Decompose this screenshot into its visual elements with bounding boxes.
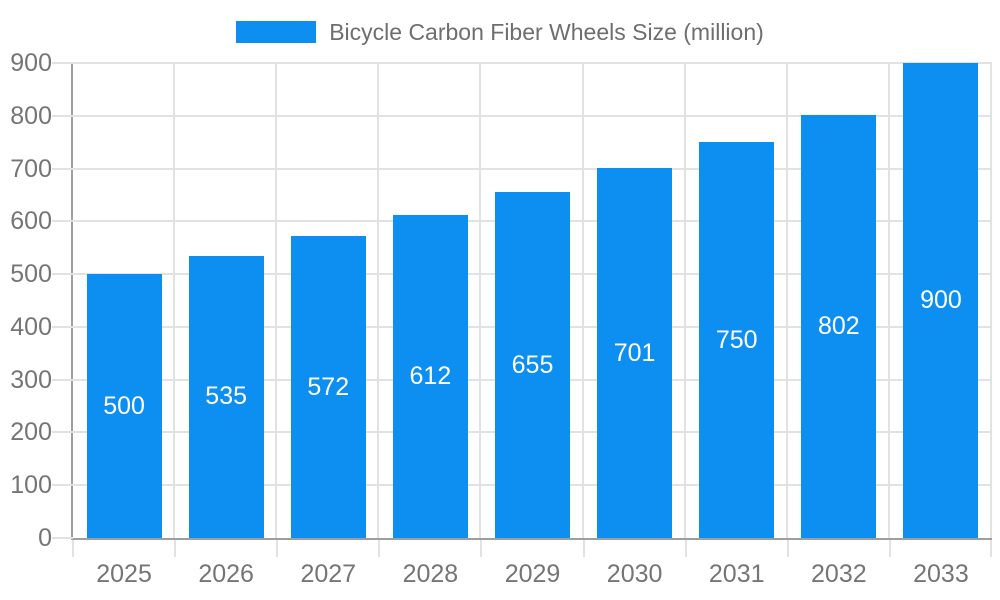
x-gridline <box>785 63 788 538</box>
y-gridline <box>73 62 992 64</box>
y-tick-label: 300 <box>10 365 52 394</box>
legend-color-swatch-icon <box>236 21 317 43</box>
y-tick-mark <box>52 167 73 170</box>
x-gridline <box>275 63 278 538</box>
x-gridline <box>887 63 890 538</box>
bar-2033[interactable]: 900 <box>903 63 979 538</box>
y-tick-mark <box>52 537 73 539</box>
bar-2030[interactable]: 701 <box>597 168 673 538</box>
y-gridline <box>73 114 992 117</box>
x-tick-mark <box>684 540 687 557</box>
x-tick-mark <box>480 540 483 557</box>
y-tick-mark <box>52 273 73 276</box>
y-gridline <box>73 167 992 170</box>
bar-value-label: 612 <box>409 362 452 390</box>
y-tick-label: 100 <box>10 471 52 500</box>
x-tick-mark <box>582 540 585 557</box>
bar-value-label: 750 <box>715 325 758 354</box>
y-tick-label: 900 <box>10 49 52 77</box>
x-tick-label: 2028 <box>402 560 459 588</box>
x-tick-mark <box>174 540 177 557</box>
bar-2031[interactable]: 750 <box>699 142 775 538</box>
x-tick-label: 2033 <box>913 560 969 588</box>
x-tick-mark <box>72 540 74 557</box>
bar-2028[interactable]: 612 <box>392 215 468 538</box>
bar-2025[interactable]: 500 <box>86 274 162 538</box>
plot-area: 500 535 572 612 655 701 750 802 900 <box>73 62 992 538</box>
bar-value-label: 500 <box>103 391 145 420</box>
bar-value-label: 900 <box>920 286 962 314</box>
x-gridline <box>377 63 380 538</box>
y-tick-label: 800 <box>10 101 52 130</box>
x-tick-mark <box>276 540 279 557</box>
x-tick-label: 2031 <box>708 560 765 588</box>
x-tick-label: 2027 <box>300 560 357 588</box>
x-tick-label: 2032 <box>811 560 867 588</box>
x-tick-mark <box>786 540 789 557</box>
legend[interactable]: Bicycle Carbon Fiber Wheels Size (millio… <box>0 19 1000 45</box>
y-tick-label: 600 <box>10 207 52 236</box>
y-axis-line <box>71 63 73 538</box>
bar-value-label: 701 <box>613 338 656 367</box>
x-tick-label: 2029 <box>504 560 561 588</box>
x-tick-label: 2025 <box>96 560 152 588</box>
y-tick-mark <box>52 325 73 328</box>
x-gridline <box>173 63 176 538</box>
bar-value-label: 655 <box>511 350 554 379</box>
bar-2027[interactable]: 572 <box>290 236 366 538</box>
y-tick-mark <box>52 484 73 487</box>
bar-value-label: 802 <box>817 311 860 340</box>
x-tick-label: 2026 <box>198 560 254 588</box>
y-tick-label: 0 <box>38 524 52 552</box>
y-tick-label: 200 <box>10 418 52 447</box>
y-tick-label: 700 <box>10 154 52 183</box>
bar-value-label: 535 <box>205 382 248 411</box>
y-tick-mark <box>52 220 73 223</box>
y-tick-mark <box>52 62 73 64</box>
x-gridline <box>990 63 992 538</box>
x-tick-mark <box>888 540 891 557</box>
y-tick-mark <box>52 114 73 117</box>
x-axis-line <box>71 538 992 540</box>
y-tick-mark <box>52 431 73 434</box>
x-gridline <box>581 63 584 538</box>
y-tick-label: 400 <box>10 312 52 341</box>
x-gridline <box>479 63 482 538</box>
y-tick-label: 500 <box>10 260 52 289</box>
x-tick-label: 2030 <box>606 560 663 588</box>
x-tick-mark <box>990 540 992 557</box>
bar-2029[interactable]: 655 <box>495 192 570 538</box>
x-gridline <box>683 63 686 538</box>
y-tick-mark <box>52 378 73 381</box>
legend-series-label: Bicycle Carbon Fiber Wheels Size (millio… <box>329 18 764 45</box>
x-tick-mark <box>378 540 381 557</box>
bar-2026[interactable]: 535 <box>188 255 264 538</box>
bar-2032[interactable]: 802 <box>801 114 877 538</box>
bar-value-label: 572 <box>307 372 350 401</box>
